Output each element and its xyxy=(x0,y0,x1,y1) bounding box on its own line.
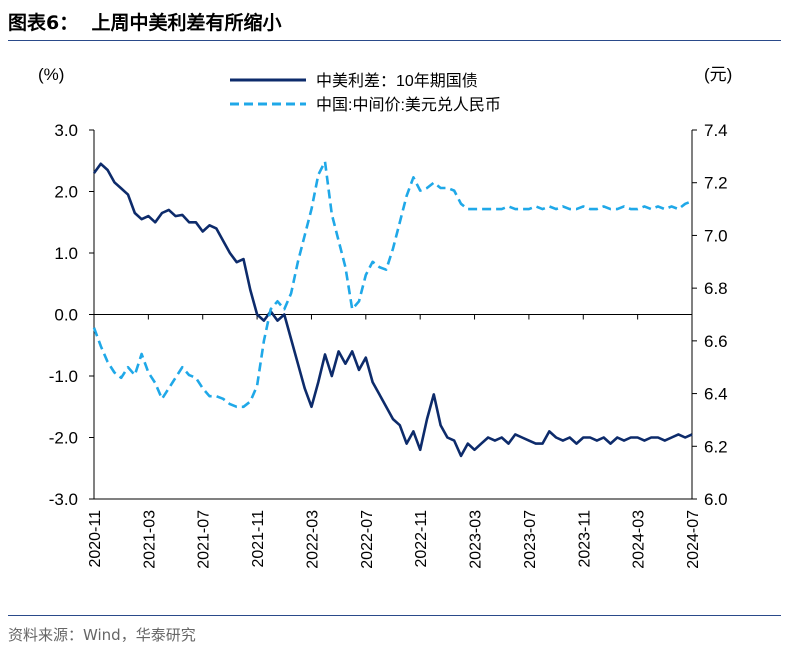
x-tick-label: 2023-07 xyxy=(522,510,539,569)
x-tick-label: 2024-03 xyxy=(631,510,648,569)
right-axis-unit-label: (元) xyxy=(704,65,732,84)
series-line-spread xyxy=(92,162,693,458)
figure-title: 图表6： 上周中美利差有所缩小 xyxy=(8,12,282,34)
series-lines xyxy=(92,160,693,458)
x-tick-label: 2022-03 xyxy=(304,510,321,569)
axes: 3.0 2.0 1.0 0.0 -1.0 -2.0 -3.0 7.4 7.2 7.0 6.8 6.6 6… xyxy=(49,121,728,569)
right-tick-label: 6.2 xyxy=(704,437,728,456)
left-tick-label: -2.0 xyxy=(49,429,78,448)
x-tick-label: 2021-07 xyxy=(196,510,213,569)
legend-label-fx: 中国:中间价:美元兑人民币 xyxy=(316,96,501,114)
left-tick-label: -1.0 xyxy=(49,367,78,386)
legend: 中美利差：10年期国债 中国:中间价:美元兑人民币 xyxy=(230,72,501,114)
source-rule xyxy=(8,615,781,616)
x-tick-label: 2020-11 xyxy=(87,510,104,568)
x-tick-label: 2023-03 xyxy=(468,510,485,569)
right-tick-label: 6.0 xyxy=(704,490,728,509)
x-tick-label: 2023-11 xyxy=(576,510,593,568)
right-tick-label: 7.0 xyxy=(704,226,728,245)
right-tick-label: 6.4 xyxy=(704,385,728,404)
left-tick-label: 3.0 xyxy=(54,121,78,140)
x-tick-label: 2021-03 xyxy=(141,510,158,569)
x-tick-label: 2024-07 xyxy=(685,510,702,569)
left-tick-label: -3.0 xyxy=(49,490,78,509)
title-rule xyxy=(8,40,781,41)
source-note: 资料来源：Wind，华泰研究 xyxy=(8,626,196,644)
left-axis-unit-label: (%) xyxy=(38,65,64,84)
right-tick-label: 6.6 xyxy=(704,332,728,351)
left-tick-label: 1.0 xyxy=(54,244,78,263)
left-tick-label: 2.0 xyxy=(54,183,78,202)
legend-label-spread: 中美利差：10年期国债 xyxy=(316,72,478,90)
x-tick-label: 2022-07 xyxy=(359,510,376,569)
left-tick-label: 0.0 xyxy=(54,306,78,325)
right-tick-label: 7.2 xyxy=(704,174,728,193)
series-line-fx xyxy=(92,160,693,409)
right-tick-label: 7.4 xyxy=(704,121,728,140)
right-tick-label: 6.8 xyxy=(704,279,728,298)
x-tick-label: 2021-11 xyxy=(250,510,267,568)
x-tick-label: 2022-11 xyxy=(413,510,430,568)
